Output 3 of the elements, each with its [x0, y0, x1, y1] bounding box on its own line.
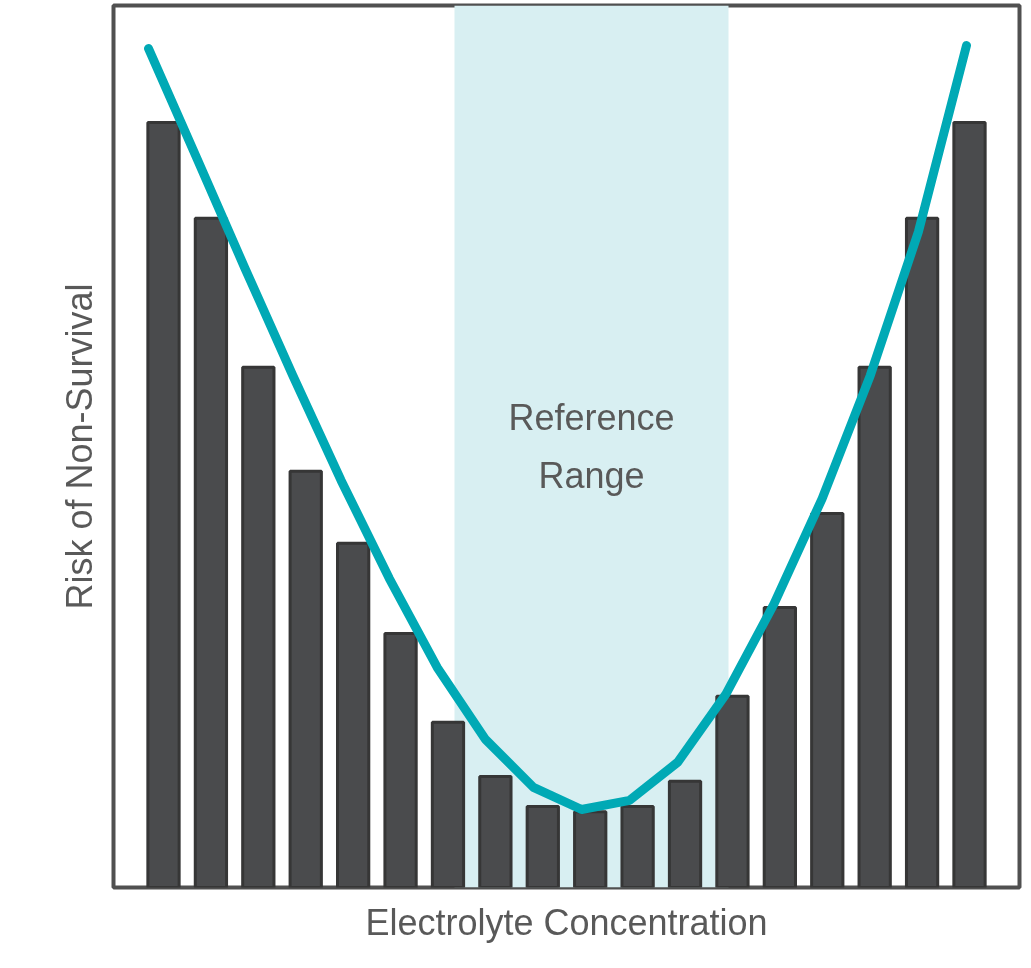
y-axis-title: Risk of Non-Survival [58, 283, 100, 610]
x-axis-title: Electrolyte Concentration [365, 901, 768, 943]
annotation: Reference Range [508, 397, 675, 496]
